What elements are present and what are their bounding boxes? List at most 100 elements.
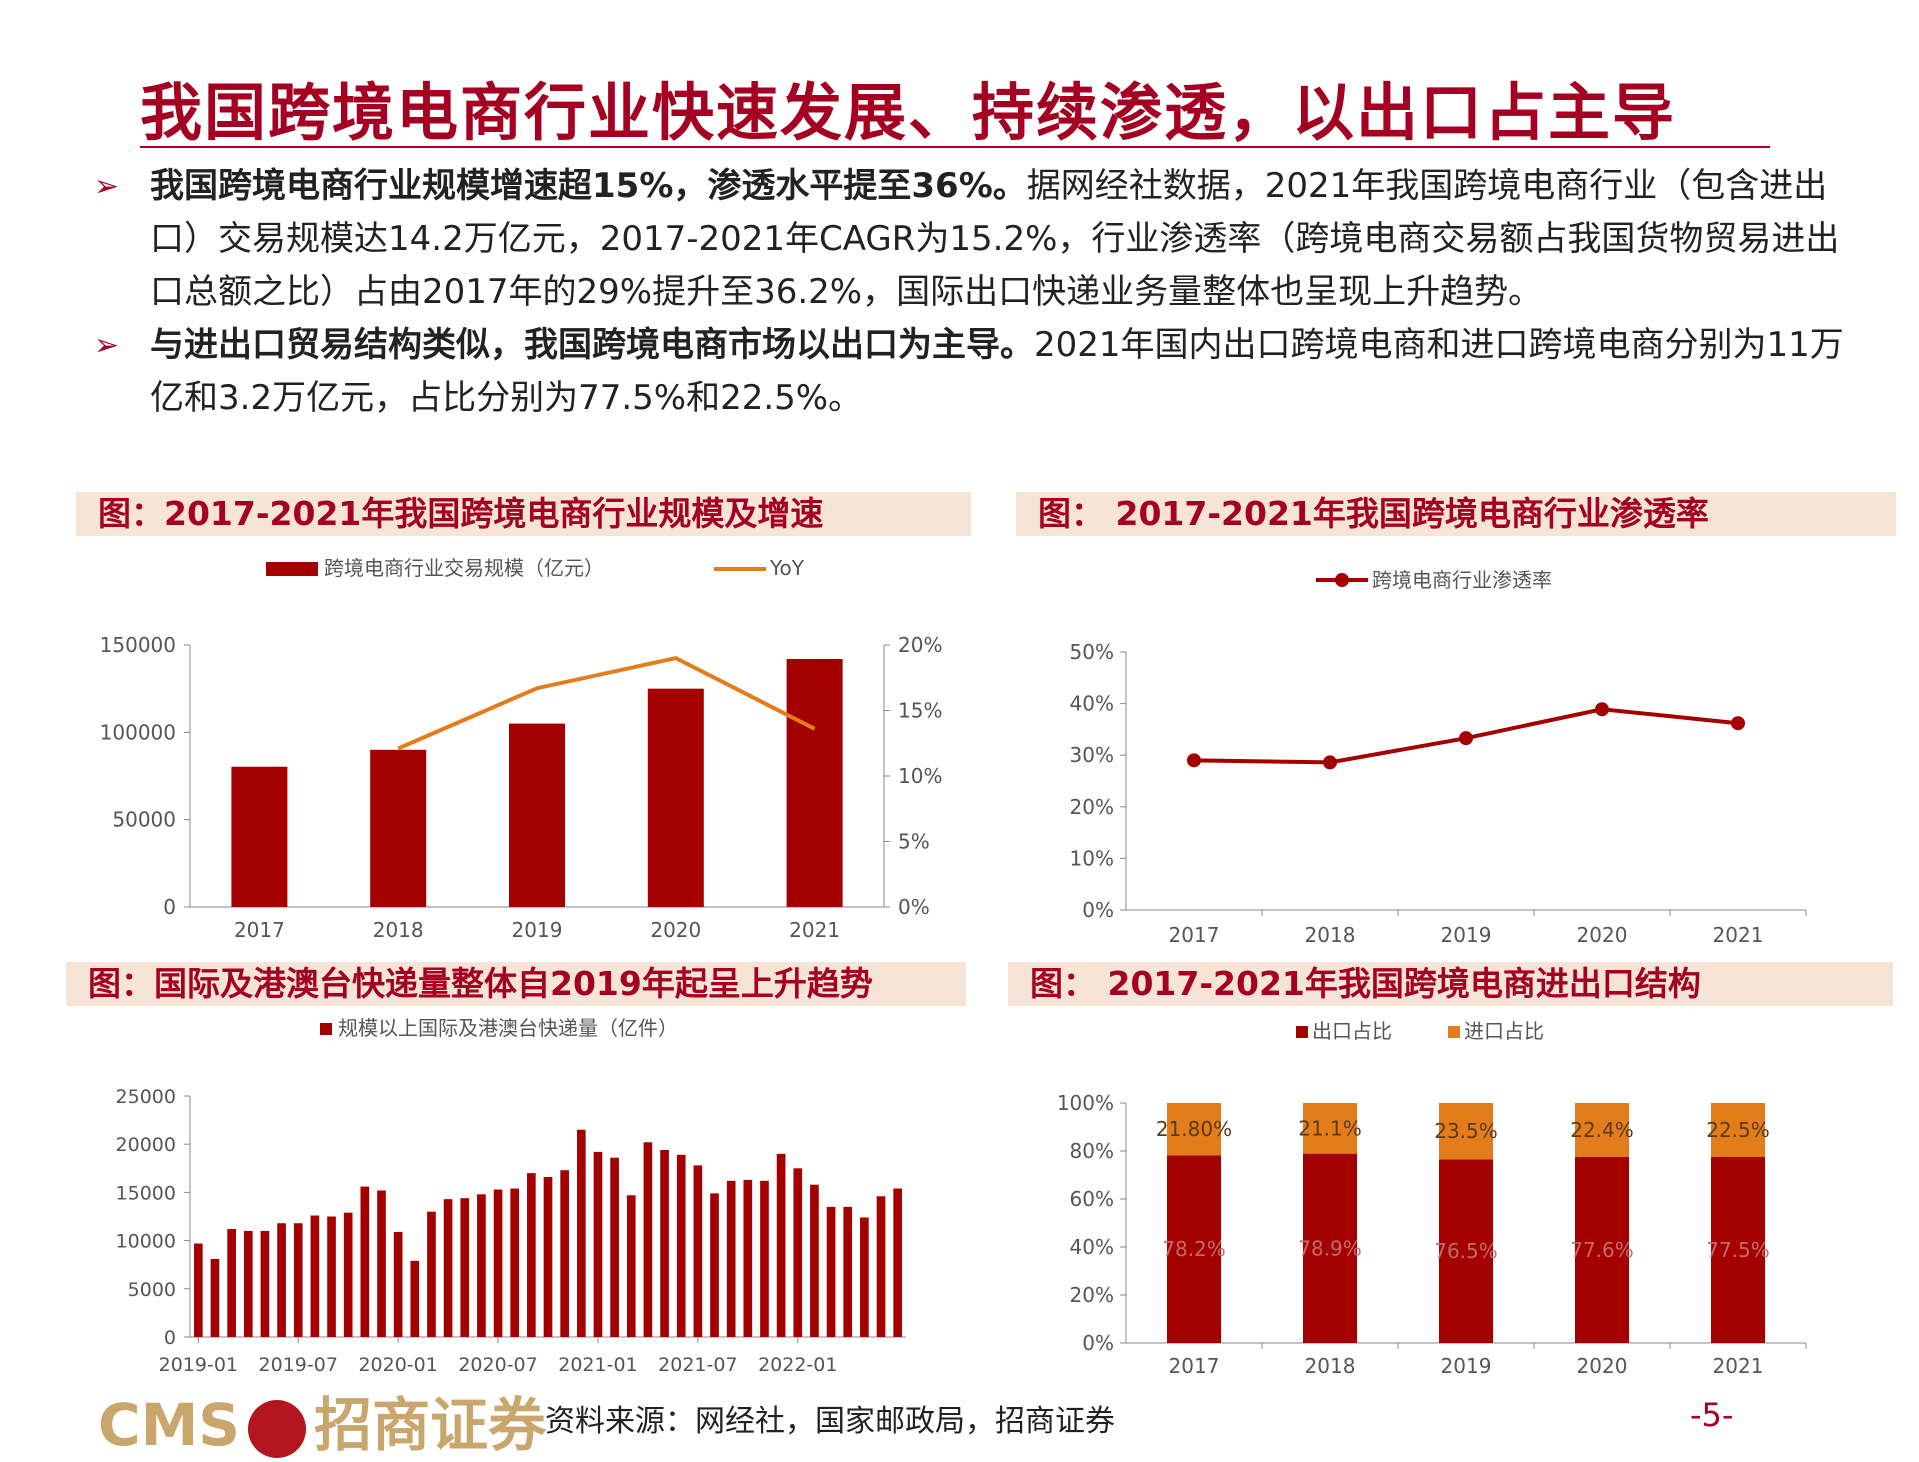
bar-import [1575, 1103, 1629, 1157]
data-label-export: 77.5% [1706, 1238, 1770, 1262]
x-tick-label: 2021-07 [658, 1354, 737, 1376]
bar-import [1711, 1103, 1765, 1157]
bullet-marker: ➢ [94, 169, 120, 204]
data-label-export: 77.6% [1570, 1238, 1634, 1262]
page-title: 我国跨境电商行业快速发展、持续渗透，以出口占主导 [140, 76, 1677, 149]
bar [277, 1223, 286, 1337]
bar [843, 1206, 853, 1337]
y-tick-label: 60% [1070, 1187, 1114, 1211]
data-label-export: 78.9% [1298, 1236, 1362, 1260]
chart-3-caption: 图：国际及港澳台快递量整体自2019年起呈上升趋势 [66, 962, 966, 1006]
x-tick-label: 2021 [789, 918, 840, 942]
x-tick-label: 2018 [1305, 1354, 1356, 1378]
x-tick-label: 2017 [1169, 923, 1220, 947]
legend-label: 跨境电商行业渗透率 [1372, 568, 1552, 592]
bar [810, 1184, 819, 1337]
chart-intl-express-volume: 规模以上国际及港澳台快递量（亿件） 0 5000 10000 15000 20000 250… [116, 1016, 906, 1376]
bar [893, 1188, 903, 1337]
chart-penetration-rate: 跨境电商行业渗透率 0% 10% 20% 30% 40% 50% 2017 2018 2019 20… [1070, 568, 1807, 947]
bar [477, 1194, 486, 1337]
bullet-1-text: 据网经社数据，2021年我国跨境电商行业（包含进出口）交易规模达14.2万亿元，… [150, 166, 1840, 312]
x-tick-label: 2021 [1713, 923, 1764, 947]
y-tick-label: 50% [1070, 640, 1114, 664]
bar-import [1439, 1103, 1493, 1160]
y-tick-label: 10% [1070, 846, 1114, 870]
bar [410, 1260, 420, 1337]
y-tick-label: 0% [1082, 898, 1114, 922]
bar [647, 688, 704, 907]
bar [860, 1217, 869, 1337]
bar-import [1303, 1103, 1357, 1154]
data-point [1459, 731, 1473, 746]
bar [243, 1230, 253, 1337]
bar-import [1167, 1103, 1221, 1156]
x-tick-label: 2020 [1577, 1354, 1628, 1378]
bar [210, 1258, 220, 1337]
legend-marker [1335, 573, 1349, 587]
bar-export [1711, 1157, 1765, 1343]
bar [377, 1190, 386, 1337]
logo-latin: CMS [98, 1391, 241, 1459]
bar [493, 1189, 503, 1337]
data-point [1187, 753, 1201, 768]
x-tick-label: 2017 [234, 918, 285, 942]
y-tick-label: 15000 [116, 1182, 176, 1204]
x-tick-label: 2020-07 [458, 1354, 537, 1376]
legend-label: YoY [769, 556, 805, 580]
x-tick-label: 2022-01 [758, 1354, 837, 1376]
y2-tick-label: 0% [898, 895, 930, 919]
bar [360, 1186, 370, 1337]
bar [660, 1149, 669, 1337]
chart-1-caption: 图：2017-2021年我国跨境电商行业规模及增速 [76, 492, 971, 536]
y-tick-label: 5000 [128, 1279, 176, 1301]
series-line-yoy [397, 655, 816, 751]
x-tick-label: 2021-01 [558, 1354, 637, 1376]
bar [543, 1176, 553, 1337]
bar [427, 1211, 436, 1337]
bar [876, 1196, 886, 1337]
y-tick-label: 20% [1070, 1283, 1114, 1307]
bar [726, 1180, 736, 1337]
data-label-export: 78.2% [1162, 1237, 1226, 1261]
logo-badge-icon [248, 1399, 307, 1458]
bullet-2-heading: 与进出口贸易结构类似，我国跨境电商市场以出口为主导。 [150, 325, 1034, 365]
bar [393, 1231, 403, 1337]
y-tick-label: 25000 [116, 1086, 176, 1108]
x-tick-label: 2019-01 [159, 1354, 238, 1376]
data-label-import: 22.4% [1570, 1118, 1634, 1142]
legend-swatch-bar [266, 562, 318, 576]
bar [760, 1180, 769, 1337]
bar [327, 1216, 336, 1337]
y-tick-label: 0 [164, 1327, 176, 1349]
x-tick-label: 2020 [650, 918, 701, 942]
bar [593, 1151, 603, 1337]
legend-swatch-import [1448, 1026, 1460, 1038]
bar-export [1439, 1159, 1493, 1343]
data-point [1731, 716, 1745, 731]
data-point [1323, 755, 1337, 770]
page-number: -5- [1690, 1396, 1734, 1434]
y2-tick-label: 5% [898, 830, 930, 854]
bar [710, 1193, 719, 1337]
y-tick-label: 100% [1057, 1091, 1114, 1115]
company-logo: CMS 招商证券 [98, 1378, 546, 1462]
bar [527, 1173, 536, 1337]
bar [227, 1229, 236, 1337]
y-tick-label: 0 [163, 895, 176, 919]
bar [231, 766, 288, 907]
legend-label: 跨境电商行业交易规模（亿元） [324, 556, 604, 580]
bar [460, 1198, 470, 1337]
bar [560, 1170, 569, 1337]
y2-tick-label: 10% [898, 764, 942, 788]
logo-chinese: 招商证券 [314, 1391, 547, 1459]
legend-label: 规模以上国际及港澳台快递量（亿件） [338, 1016, 678, 1040]
y-tick-label: 40% [1070, 1235, 1114, 1259]
x-tick-label: 2017 [1169, 1354, 1220, 1378]
x-tick-label: 2018 [1305, 923, 1356, 947]
y-tick-label: 50000 [112, 808, 176, 832]
x-tick-label: 2019 [512, 918, 563, 942]
y-tick-label: 150000 [100, 633, 176, 657]
data-label-import: 21.80% [1156, 1117, 1232, 1141]
y-tick-label: 0% [1082, 1331, 1114, 1355]
x-tick-label: 2019-07 [259, 1354, 338, 1376]
